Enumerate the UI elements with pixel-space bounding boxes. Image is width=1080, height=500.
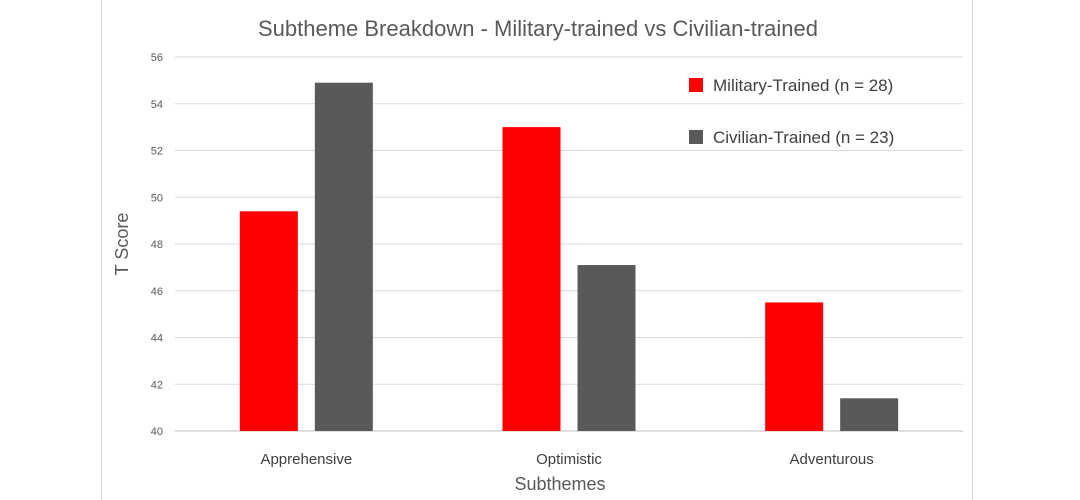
y-tick-label: 54 <box>151 99 163 111</box>
y-axis-title: T Score <box>112 213 132 276</box>
y-tick-label: 42 <box>151 379 163 391</box>
legend-label: Military-Trained (n = 28) <box>713 76 893 95</box>
chart-title: Subtheme Breakdown - Military-trained vs… <box>258 16 818 41</box>
bars <box>239 82 899 432</box>
legend-swatch <box>689 130 703 144</box>
y-tick-label: 50 <box>151 192 163 204</box>
bar-apprehensive-civilian <box>314 82 373 432</box>
chart-frame <box>101 0 973 500</box>
y-tick-label: 48 <box>151 239 163 251</box>
y-axis-ticks: 40 42 44 46 48 50 52 54 56 <box>151 52 163 438</box>
legend-label: Civilian-Trained (n = 23) <box>713 128 894 147</box>
bar-apprehensive-military <box>239 211 298 431</box>
y-tick-label: 40 <box>151 426 163 438</box>
legend: Military-Trained (n = 28) Civilian-Traine… <box>689 76 894 147</box>
x-axis-title: Subthemes <box>514 474 605 494</box>
bar-optimistic-military <box>502 127 561 431</box>
x-category-label: Adventurous <box>790 451 874 468</box>
y-tick-label: 46 <box>151 286 163 298</box>
legend-swatch <box>689 78 703 92</box>
x-axis-categories: Apprehensive Optimistic Adventurous <box>260 451 873 468</box>
bar-adventurous-military <box>765 302 824 431</box>
y-tick-label: 56 <box>151 52 163 64</box>
x-category-label: Apprehensive <box>260 451 352 468</box>
bar-optimistic-civilian <box>577 265 636 431</box>
bar-adventurous-civilian <box>840 398 899 431</box>
y-tick-label: 52 <box>151 146 163 158</box>
x-category-label: Optimistic <box>536 451 602 468</box>
y-tick-label: 44 <box>151 333 163 345</box>
gridlines <box>175 56 963 432</box>
